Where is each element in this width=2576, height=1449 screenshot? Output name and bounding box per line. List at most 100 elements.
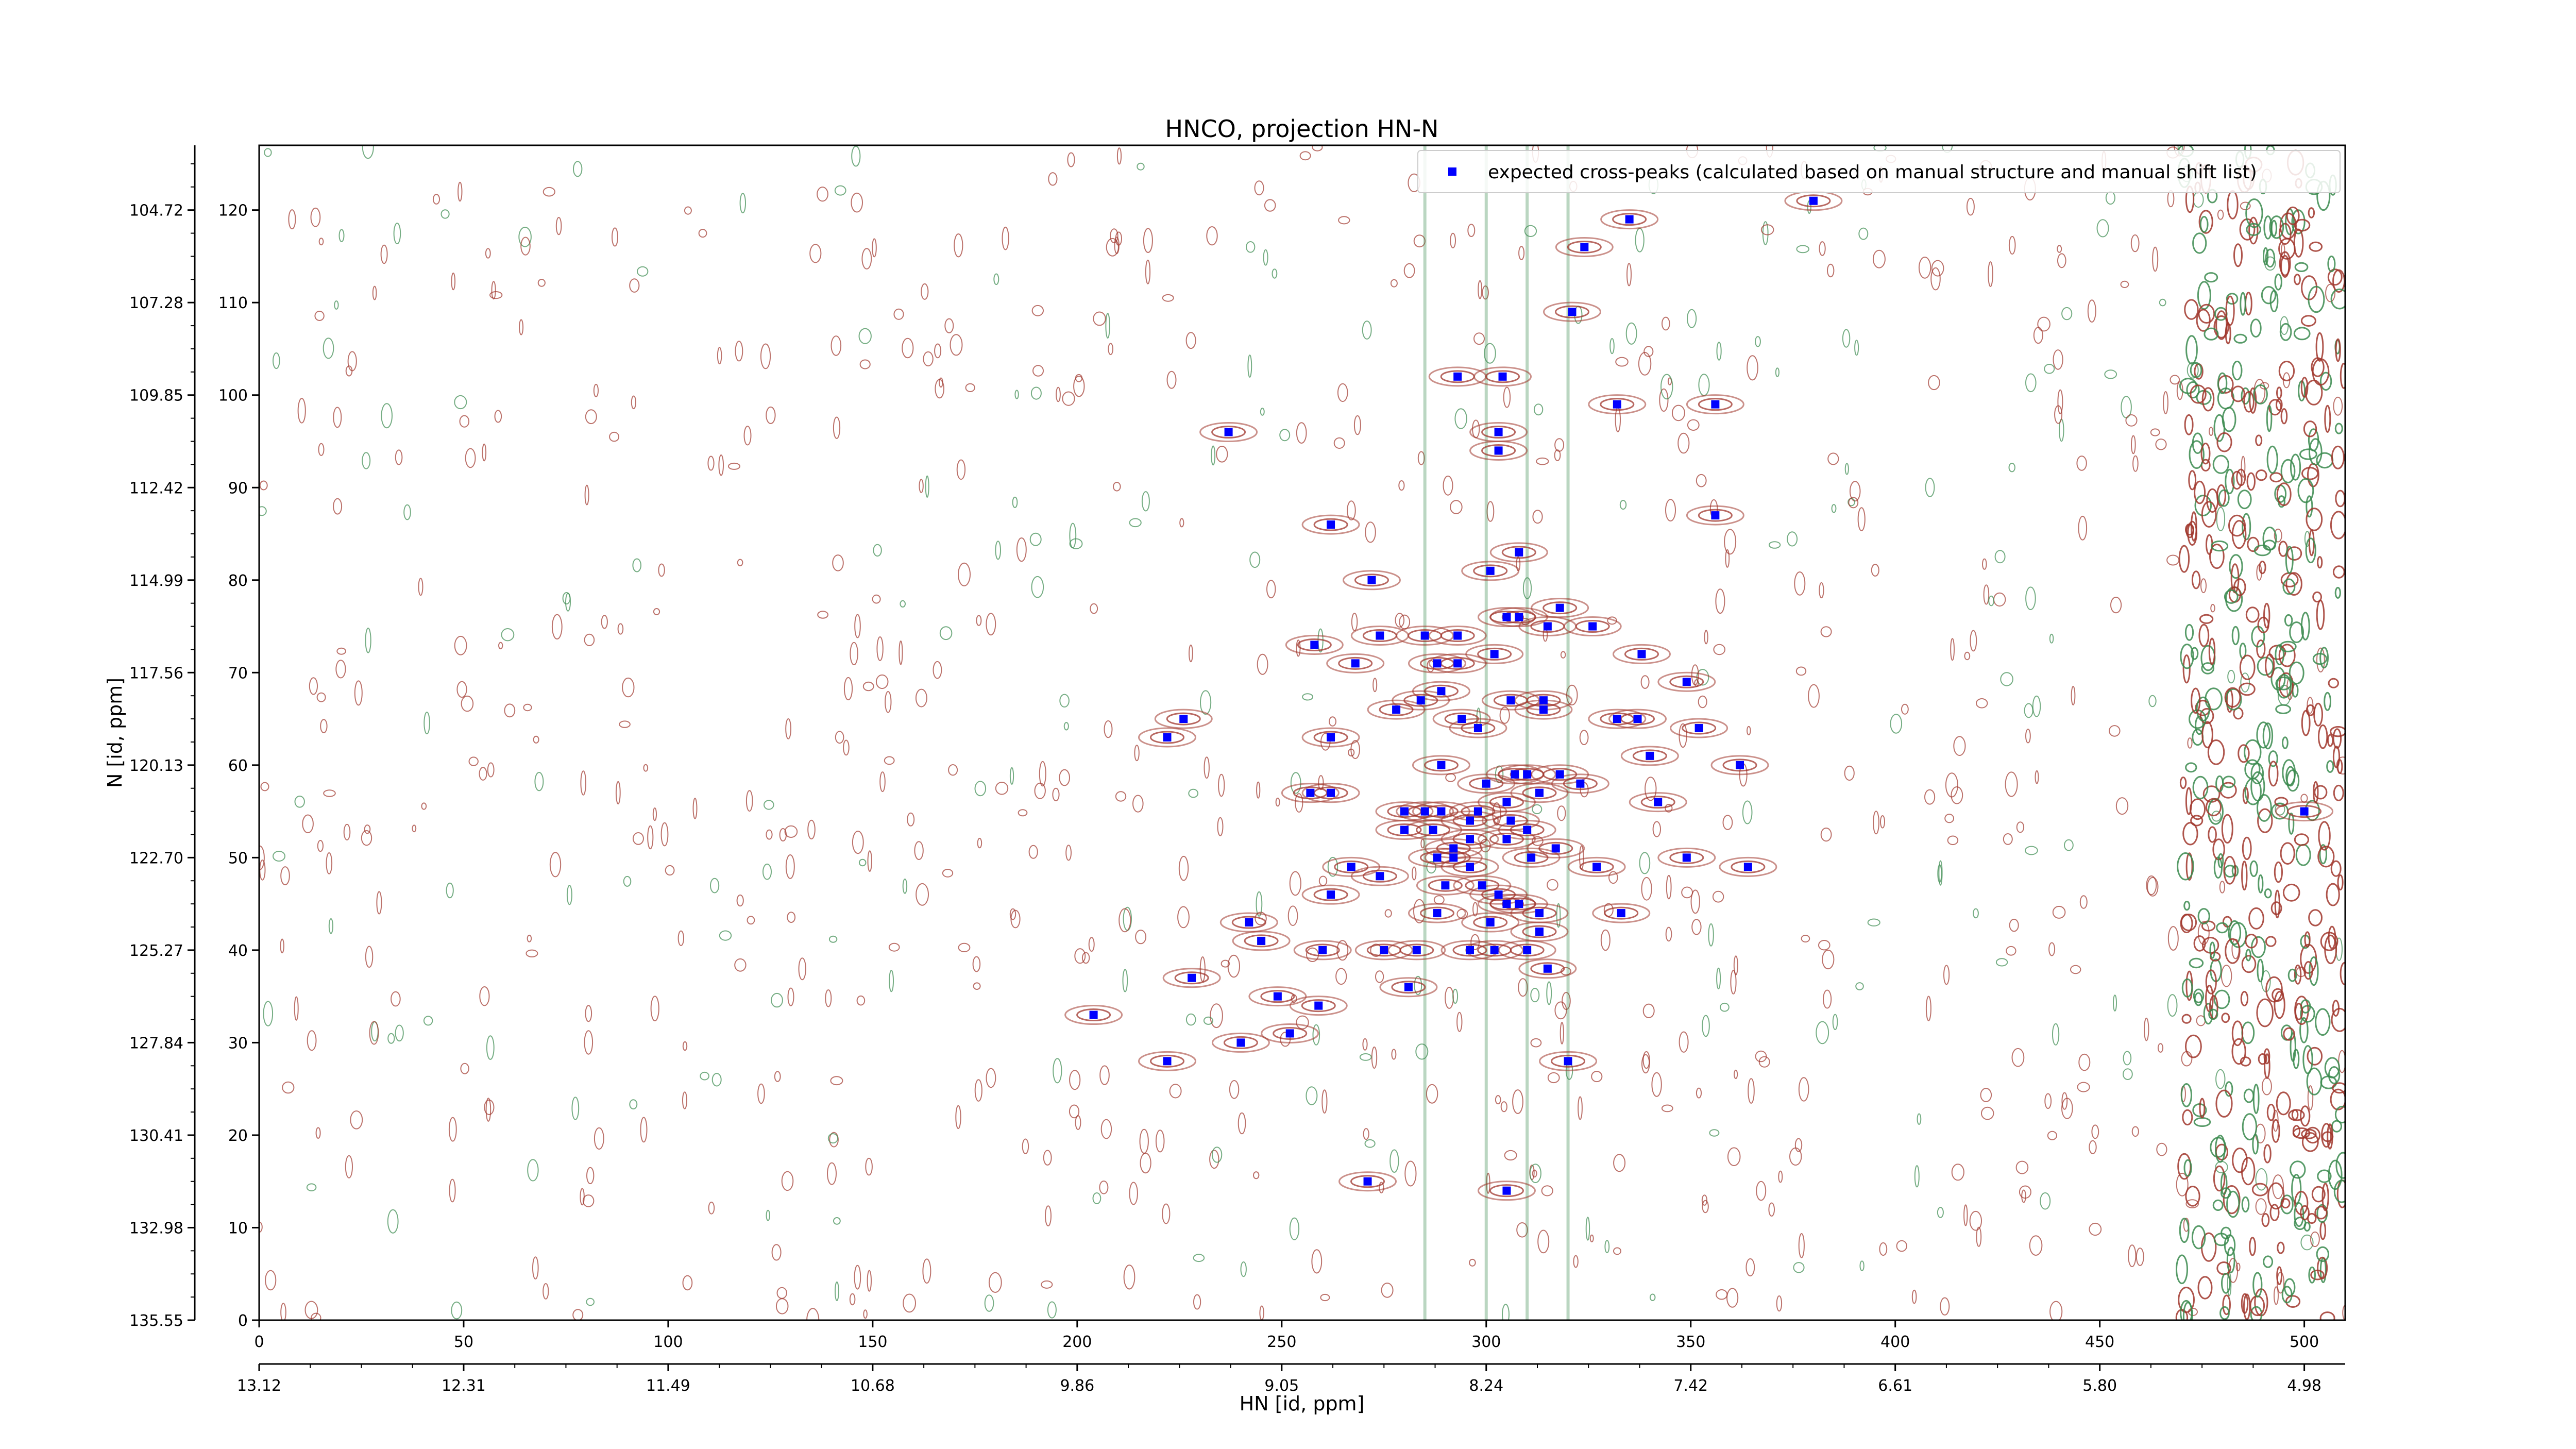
noise-contour — [1499, 706, 1510, 724]
edge-contour — [2185, 1034, 2202, 1058]
noise-contour — [1065, 845, 1072, 861]
noise-contour — [1264, 199, 1276, 212]
edge-contour — [2231, 385, 2245, 402]
edge-contour — [2225, 295, 2235, 326]
cross-peak-marker — [1466, 946, 1475, 954]
noise-contour — [2125, 414, 2138, 427]
peak-contour — [1489, 542, 1548, 563]
edge-contour — [2270, 667, 2286, 690]
edge-contour — [2182, 822, 2198, 846]
noise-contour — [859, 359, 871, 369]
edge-contour — [2241, 1293, 2249, 1314]
noise-contour — [974, 781, 987, 797]
noise-contour — [2157, 1043, 2164, 1053]
noise-contour — [1256, 891, 1263, 917]
peak-contour — [1669, 851, 1704, 864]
noise-contour — [1667, 377, 1672, 385]
edge-contour — [2265, 248, 2276, 268]
edge-contour — [2206, 488, 2219, 513]
edge-contour — [2182, 654, 2191, 684]
noise-contour — [1099, 1065, 1110, 1085]
noise-contour — [734, 958, 747, 972]
edge-contour — [2218, 489, 2230, 507]
cross-peak-marker — [1539, 705, 1548, 714]
noise-contour — [858, 328, 872, 344]
peak-contour — [1461, 721, 1496, 735]
cross-peak-marker — [1511, 770, 1519, 779]
y-index-tick-label: 40 — [228, 942, 248, 960]
noise-contour — [1372, 678, 1378, 693]
cross-peak-marker — [1580, 243, 1589, 251]
edge-contour — [2226, 293, 2239, 305]
noise-contour — [454, 395, 467, 410]
noise-contour — [1246, 241, 1256, 253]
noise-contour — [1796, 245, 1809, 254]
edge-contour — [2183, 901, 2191, 911]
peak-contour — [1686, 505, 1744, 526]
noise-contour — [1640, 675, 1650, 689]
noise-contour — [485, 1098, 492, 1122]
noise-contour — [1778, 1170, 1783, 1183]
noise-contour — [1321, 1089, 1328, 1114]
edge-contour — [2190, 384, 2207, 404]
edge-contour — [2308, 909, 2323, 926]
y-index-tick-label: 50 — [228, 849, 248, 867]
noise-contour — [584, 633, 595, 647]
noise-contour — [1981, 1106, 1994, 1120]
noise-contour — [771, 1244, 782, 1261]
noise-contour — [1798, 1233, 1805, 1258]
edge-contour — [2241, 955, 2257, 973]
edge-contour — [2272, 1119, 2280, 1143]
noise-contour — [1259, 1305, 1264, 1320]
x-index-tick-label: 50 — [454, 1333, 473, 1351]
noise-contour — [775, 1298, 789, 1315]
edge-contour — [2306, 495, 2313, 518]
noise-contour — [1104, 720, 1113, 738]
noise-contour — [631, 395, 637, 410]
edge-contour — [2295, 1003, 2303, 1020]
noise-contour — [955, 1105, 961, 1130]
cross-peak-marker — [1327, 520, 1335, 529]
noise-contour — [1755, 336, 1761, 347]
edge-contour — [2245, 934, 2258, 949]
noise-contour — [1118, 908, 1131, 933]
noise-contour — [1758, 1056, 1770, 1068]
noise-contour — [1532, 1169, 1537, 1178]
peak-contour — [1543, 601, 1578, 615]
edge-contour — [2300, 315, 2316, 327]
noise-contour — [1229, 1080, 1240, 1099]
edge-contour — [2308, 529, 2315, 557]
noise-contour — [2336, 756, 2345, 775]
x-index-tick-label: 100 — [653, 1333, 683, 1351]
peak-contour — [1261, 1023, 1319, 1043]
edge-contour — [2194, 480, 2206, 504]
noise-contour — [1827, 263, 1835, 278]
noise-contour — [1969, 1210, 1982, 1231]
edge-contour — [2190, 647, 2199, 660]
noise-contour — [1641, 1054, 1650, 1074]
cross-peak-marker — [1416, 696, 1425, 705]
noise-contour — [2120, 280, 2129, 289]
noise-contour — [1579, 730, 1589, 745]
noise-contour — [1390, 279, 1398, 288]
noise-contour — [423, 712, 430, 735]
noise-contour — [594, 1127, 604, 1150]
y-ppm-tick-label: 112.42 — [129, 479, 183, 497]
noise-contour — [1950, 638, 1955, 661]
noise-contour — [900, 600, 906, 608]
edge-contour — [2319, 1221, 2327, 1240]
noise-contour — [1110, 228, 1118, 244]
edge-contour — [2241, 1196, 2250, 1212]
noise-contour — [533, 735, 539, 744]
noise-contour — [297, 398, 306, 424]
noise-contour — [2061, 1092, 2068, 1110]
noise-contour — [682, 1275, 693, 1291]
peak-contour — [2287, 805, 2322, 818]
edge-contour — [2196, 696, 2210, 722]
cross-peak-marker — [1441, 881, 1450, 890]
noise-contour — [1879, 1242, 1888, 1256]
noise-contour — [1502, 1304, 1510, 1320]
noise-contour — [1747, 726, 1751, 735]
noise-contour — [1911, 1289, 1917, 1304]
peak-contour — [1334, 860, 1369, 873]
